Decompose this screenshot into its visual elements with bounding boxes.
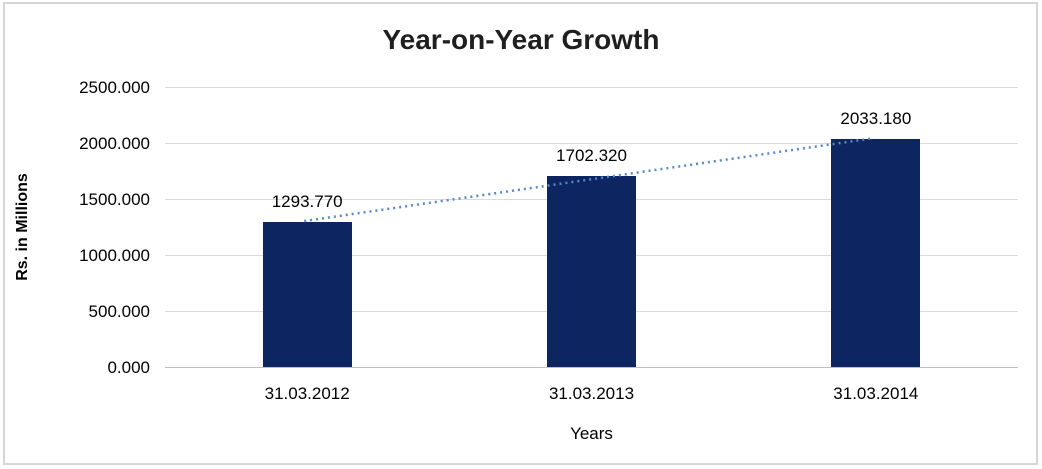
data-label: 2033.180	[840, 109, 912, 129]
gridline	[165, 87, 1018, 88]
y-tick-label: 2500.000	[79, 78, 150, 97]
x-axis-baseline	[165, 367, 1018, 368]
category-label: 31.03.2014	[833, 384, 919, 403]
chart-title: Year-on-Year Growth	[382, 24, 660, 55]
bar-31.03.2014	[831, 139, 921, 367]
bar-31.03.2013	[547, 176, 636, 367]
y-axis-title-text: Rs. in Millions	[14, 173, 31, 281]
y-tick-label: 2000.000	[79, 134, 150, 153]
category-label: 31.03.2012	[264, 384, 350, 403]
y-tick-label: 1000.000	[79, 246, 150, 265]
data-label: 1702.320	[556, 146, 627, 166]
category-label: 31.03.2013	[548, 384, 635, 403]
data-label: 1293.770	[271, 192, 343, 212]
x-axis-title: Years	[570, 424, 613, 443]
bar-31.03.2012	[262, 222, 352, 367]
y-tick-label: 500.000	[88, 302, 150, 321]
y-tick-label: 0.000	[107, 358, 150, 377]
y-tick-label: 1500.000	[79, 190, 150, 209]
